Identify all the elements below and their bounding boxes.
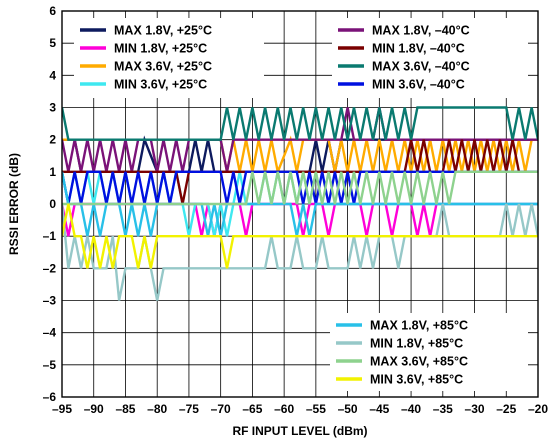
legend-layer: MAX 1.8V, +25°C MIN 1.8V, +25°C MAX 3.6V, … — [74, 18, 528, 391]
legend-label: MIN 1.8V, +25°C — [114, 42, 207, 56]
y-tick-label: –4 — [43, 326, 57, 340]
x-tick-label: –70 — [211, 402, 231, 416]
legend-label: MIN 1.8V, –40°C — [372, 42, 465, 56]
y-tick-label: –1 — [43, 229, 57, 243]
x-tick-label: –75 — [179, 402, 199, 416]
y-axis-title: RSSI ERROR (dB) — [7, 153, 21, 255]
y-tick-label: 6 — [49, 4, 56, 18]
x-tick-label: –90 — [84, 402, 104, 416]
series-line-10 — [62, 170, 538, 206]
x-tick-label: –25 — [496, 402, 516, 416]
legend-background — [330, 313, 528, 391]
x-tick-label: –60 — [274, 402, 294, 416]
legend-label: MAX 3.6V, +25°C — [114, 60, 212, 74]
x-tick-label: –20 — [528, 402, 548, 416]
y-tick-label: –5 — [43, 358, 57, 372]
x-tick-label: –85 — [115, 402, 135, 416]
legend-label: MAX 1.8V, +25°C — [114, 24, 212, 38]
x-tick-label: –30 — [465, 402, 485, 416]
legend-label: MAX 1.8V, +85°C — [370, 319, 468, 333]
x-tick-label: –65 — [242, 402, 262, 416]
y-tick-label: –2 — [43, 261, 57, 275]
series-line-7 — [62, 170, 538, 205]
tick-labels: –95 –90 –85 –80 –75 –70 –65 –60 –55 –50 –45 –40 –35–… — [43, 4, 549, 416]
plot-frame — [61, 10, 539, 398]
legend-label: MIN 3.6V, +85°C — [370, 373, 463, 387]
y-tick-label: –6 — [43, 390, 57, 404]
series-line-11 — [62, 203, 538, 269]
series-line-2 — [62, 135, 538, 177]
legend-top-right: MAX 1.8V, –40°C MIN 1.8V, –40°C MAX 3.6V, … — [332, 18, 528, 98]
legend-background — [332, 18, 528, 98]
legend-label: MIN 3.6V, –40°C — [372, 78, 465, 92]
legend-label: MAX 3.6V, +85°C — [370, 355, 468, 369]
y-tick-label: 5 — [49, 36, 56, 50]
y-tick-label: 2 — [49, 133, 56, 147]
series-layer — [62, 106, 538, 301]
x-tick-label: –55 — [306, 402, 326, 416]
x-tick-label: –35 — [433, 402, 453, 416]
legend-label: MAX 3.6V, –40°C — [372, 60, 470, 74]
legend-label: MIN 1.8V, +85°C — [370, 337, 463, 351]
y-tick-label: 1 — [49, 165, 56, 179]
legend-top-left: MAX 1.8V, +25°C MIN 1.8V, +25°C MAX 3.6V, … — [74, 18, 264, 98]
series-line-6 — [62, 106, 538, 141]
legend-label: MAX 1.8V, –40°C — [372, 24, 470, 38]
legend-bottom-right: MAX 1.8V, +85°C MIN 1.8V, +85°C MAX 3.6V, … — [330, 313, 528, 391]
x-tick-label: –95 — [52, 402, 72, 416]
x-tick-label: –45 — [369, 402, 389, 416]
y-tick-label: 4 — [49, 68, 56, 82]
y-tick-label: –3 — [43, 294, 57, 308]
y-tick-label: 3 — [49, 101, 56, 115]
x-tick-label: –40 — [401, 402, 421, 416]
x-tick-label: –80 — [147, 402, 167, 416]
series-line-4 — [62, 107, 538, 173]
x-tick-label: –50 — [338, 402, 358, 416]
x-axis-title: RF INPUT LEVEL (dBm) — [232, 424, 367, 438]
legend-label: MIN 3.6V, +25°C — [114, 78, 207, 92]
y-tick-label: 0 — [49, 197, 56, 211]
